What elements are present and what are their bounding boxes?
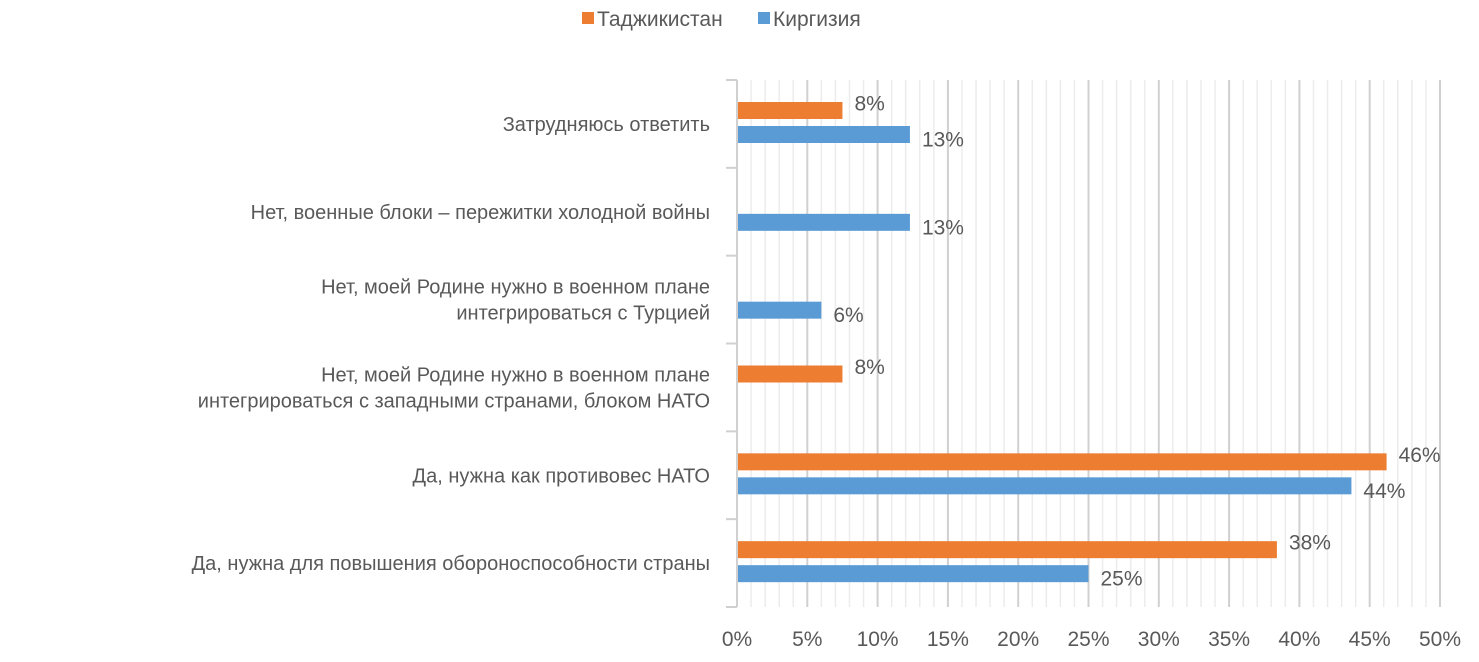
x-tick-label: 50% xyxy=(1419,628,1461,651)
bars: 8% 8% 46% 38% 13% 13% 6% 44% 25% xyxy=(738,93,1441,591)
bar-kyrgyzstan xyxy=(738,126,910,143)
bar-tajikistan xyxy=(738,453,1387,471)
gridlines xyxy=(750,80,1441,607)
data-label: 8% xyxy=(854,93,884,116)
x-tick-label: 25% xyxy=(1067,628,1109,651)
data-label: 8% xyxy=(854,356,884,379)
bar-kyrgyzstan xyxy=(738,213,910,231)
legend: Таджикистан Киргизия xyxy=(582,8,861,31)
x-tick-label: 15% xyxy=(927,628,969,651)
category-label: Нет, моей Родине нужно в военном плане xyxy=(321,277,710,299)
data-label: 13% xyxy=(922,129,964,152)
category-label: интегрироваться с Турцией xyxy=(456,303,710,325)
category-label: Нет, военные блоки – пережитки холодной … xyxy=(251,202,710,224)
bar-tajikistan xyxy=(738,365,843,383)
data-label: 38% xyxy=(1289,532,1331,555)
category-label: Да, нужна для повышения обороноспособнос… xyxy=(192,553,710,575)
x-tick-label: 35% xyxy=(1208,628,1250,651)
bar-tajikistan xyxy=(738,541,1277,559)
bar-kyrgyzstan xyxy=(738,477,1352,495)
data-label: 44% xyxy=(1363,480,1405,503)
legend-swatch-tajikistan xyxy=(582,12,594,24)
category-label: Затрудняюсь ответить xyxy=(503,114,710,136)
x-tick-label: 20% xyxy=(997,628,1039,651)
x-tick-label: 45% xyxy=(1349,628,1391,651)
x-tick-label: 30% xyxy=(1138,628,1180,651)
x-tick-label: 0% xyxy=(722,628,752,651)
category-label: Да, нужна как противовес НАТО xyxy=(413,465,710,487)
data-label: 6% xyxy=(833,304,863,327)
axes: 0% 5% 10% 15% 20% 25% 30% 35% 40% 45% 50% Затрудняю… xyxy=(192,79,1461,651)
legend-label: Таджикистан xyxy=(597,8,723,31)
x-tick-label: 10% xyxy=(857,628,899,651)
bar-tajikistan xyxy=(738,102,843,119)
data-label: 13% xyxy=(922,216,964,239)
bar-kyrgyzstan xyxy=(738,301,822,319)
x-tick-label: 5% xyxy=(792,628,822,651)
category-label: Нет, моей Родине нужно в военном плане xyxy=(321,364,710,386)
x-tick-label: 40% xyxy=(1278,628,1320,651)
legend-swatch-kyrgyzstan xyxy=(758,12,770,24)
data-label: 46% xyxy=(1399,444,1441,467)
legend-label: Киргизия xyxy=(773,8,861,31)
bar-kyrgyzstan xyxy=(738,565,1089,583)
data-label: 25% xyxy=(1101,568,1143,591)
category-label: интегрироваться с западными странами, бл… xyxy=(198,390,710,412)
